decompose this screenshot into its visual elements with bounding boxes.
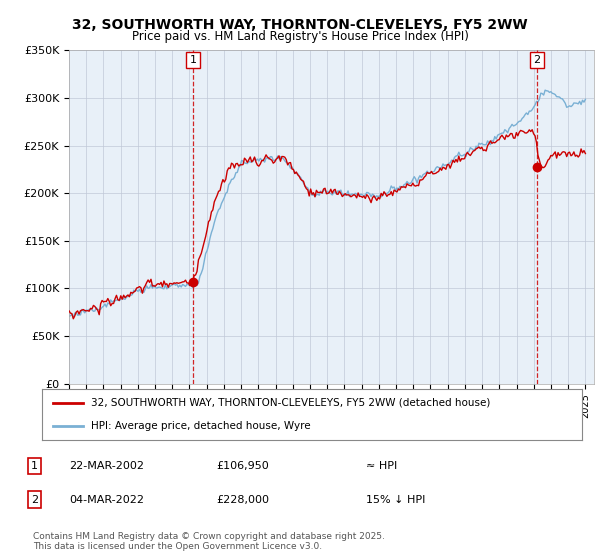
Text: 04-MAR-2022: 04-MAR-2022: [69, 494, 144, 505]
Text: 2: 2: [533, 55, 540, 65]
Text: HPI: Average price, detached house, Wyre: HPI: Average price, detached house, Wyre: [91, 421, 310, 431]
Text: 2: 2: [31, 494, 38, 505]
Text: Contains HM Land Registry data © Crown copyright and database right 2025.
This d: Contains HM Land Registry data © Crown c…: [33, 532, 385, 552]
Text: 1: 1: [31, 461, 38, 471]
Text: 22-MAR-2002: 22-MAR-2002: [69, 461, 144, 471]
Text: Price paid vs. HM Land Registry's House Price Index (HPI): Price paid vs. HM Land Registry's House …: [131, 30, 469, 43]
Text: 32, SOUTHWORTH WAY, THORNTON-CLEVELEYS, FY5 2WW (detached house): 32, SOUTHWORTH WAY, THORNTON-CLEVELEYS, …: [91, 398, 490, 408]
Text: 32, SOUTHWORTH WAY, THORNTON-CLEVELEYS, FY5 2WW: 32, SOUTHWORTH WAY, THORNTON-CLEVELEYS, …: [72, 18, 528, 32]
Text: £106,950: £106,950: [216, 461, 269, 471]
Text: £228,000: £228,000: [216, 494, 269, 505]
Text: 1: 1: [190, 55, 197, 65]
Text: ≈ HPI: ≈ HPI: [366, 461, 397, 471]
Text: 15% ↓ HPI: 15% ↓ HPI: [366, 494, 425, 505]
